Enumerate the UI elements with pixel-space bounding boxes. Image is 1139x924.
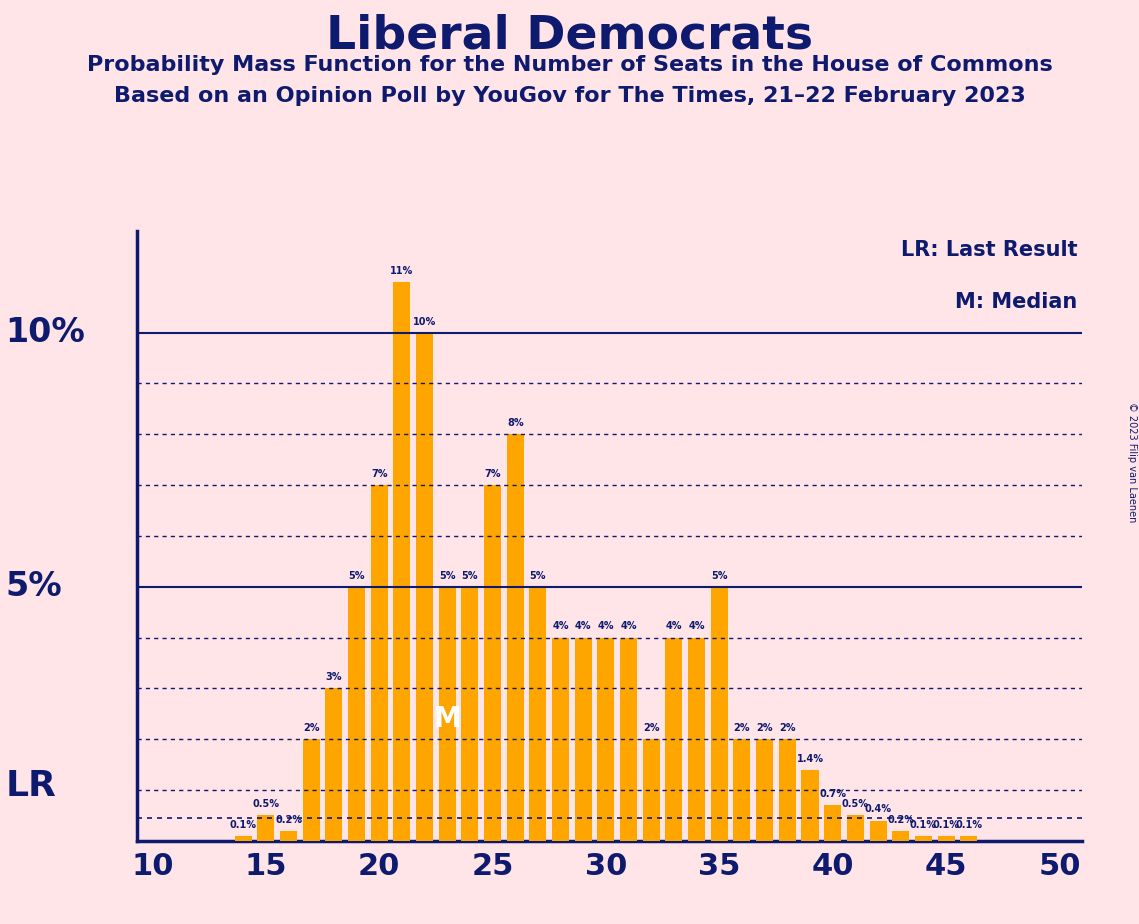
Text: 0.5%: 0.5% (842, 799, 869, 809)
Bar (257, 816, 274, 841)
Bar (280, 831, 297, 841)
Text: 0.2%: 0.2% (276, 815, 302, 824)
Bar (598, 638, 614, 841)
Bar (416, 333, 433, 841)
Bar (756, 739, 773, 841)
Text: 4%: 4% (688, 622, 705, 631)
Bar (530, 587, 547, 841)
Text: 4%: 4% (575, 622, 591, 631)
Bar (326, 688, 343, 841)
Text: 11%: 11% (391, 266, 413, 275)
Text: 1.4%: 1.4% (796, 754, 823, 763)
Text: 2%: 2% (303, 723, 320, 733)
Text: 5%: 5% (530, 571, 547, 580)
Bar (371, 485, 387, 841)
Text: M: M (434, 705, 461, 733)
Text: 2%: 2% (734, 723, 751, 733)
Text: 5%: 5% (6, 570, 63, 603)
Bar (642, 739, 659, 841)
Bar (892, 831, 909, 841)
Text: M: Median: M: Median (956, 292, 1077, 312)
Text: 5%: 5% (461, 571, 478, 580)
Text: 4%: 4% (598, 622, 614, 631)
Bar (825, 805, 842, 841)
Text: Probability Mass Function for the Number of Seats in the House of Commons: Probability Mass Function for the Number… (87, 55, 1052, 76)
Text: 4%: 4% (665, 622, 682, 631)
Bar (665, 638, 682, 841)
Text: 2%: 2% (644, 723, 659, 733)
Text: 0.2%: 0.2% (887, 815, 915, 824)
Text: LR: LR (6, 769, 57, 803)
Bar (620, 638, 637, 841)
Text: 0.7%: 0.7% (819, 789, 846, 799)
Text: 0.1%: 0.1% (956, 820, 982, 830)
Bar (235, 835, 252, 841)
Bar (869, 821, 886, 841)
Bar (349, 587, 366, 841)
Text: 10%: 10% (413, 317, 436, 326)
Bar (461, 587, 478, 841)
Bar (937, 835, 954, 841)
Bar (303, 739, 320, 841)
Bar (915, 835, 932, 841)
Text: 0.5%: 0.5% (253, 799, 279, 809)
Text: 0.1%: 0.1% (933, 820, 959, 830)
Bar (393, 282, 410, 841)
Bar (779, 739, 796, 841)
Bar (846, 816, 863, 841)
Text: 2%: 2% (756, 723, 773, 733)
Text: 7%: 7% (371, 469, 387, 479)
Text: Based on an Opinion Poll by YouGov for The Times, 21–22 February 2023: Based on an Opinion Poll by YouGov for T… (114, 86, 1025, 106)
Text: © 2023 Filip van Laenen: © 2023 Filip van Laenen (1126, 402, 1137, 522)
Bar (960, 835, 977, 841)
Bar (734, 739, 751, 841)
Text: 3%: 3% (326, 673, 342, 682)
Text: 0.4%: 0.4% (865, 805, 892, 814)
Text: 5%: 5% (711, 571, 728, 580)
Text: 0.1%: 0.1% (910, 820, 937, 830)
Text: 10%: 10% (6, 316, 85, 349)
Text: 4%: 4% (621, 622, 637, 631)
Bar (484, 485, 501, 841)
Text: 2%: 2% (779, 723, 795, 733)
Bar (575, 638, 592, 841)
Text: Liberal Democrats: Liberal Democrats (326, 14, 813, 59)
Bar (552, 638, 570, 841)
Bar (439, 587, 456, 841)
Text: LR: Last Result: LR: Last Result (901, 240, 1077, 261)
Text: 7%: 7% (484, 469, 501, 479)
Text: 5%: 5% (439, 571, 456, 580)
Text: 8%: 8% (507, 419, 524, 428)
Bar (711, 587, 728, 841)
Bar (688, 638, 705, 841)
Text: 4%: 4% (552, 622, 568, 631)
Bar (802, 770, 819, 841)
Text: 0.1%: 0.1% (230, 820, 256, 830)
Bar (507, 434, 524, 841)
Text: 5%: 5% (349, 571, 364, 580)
